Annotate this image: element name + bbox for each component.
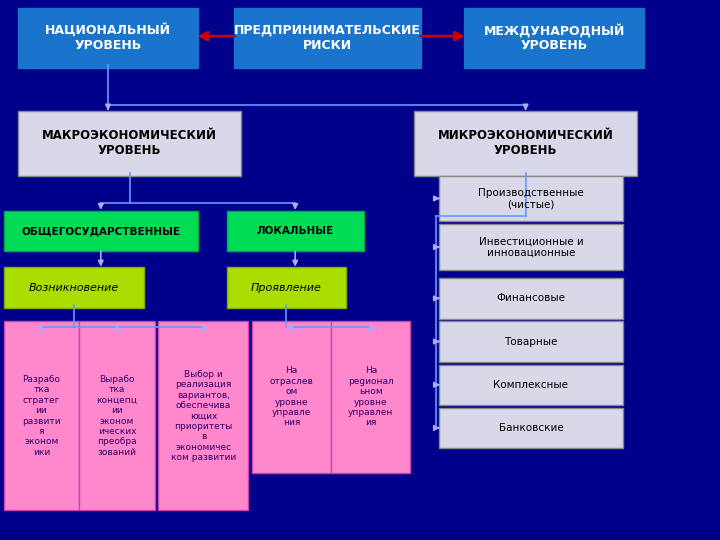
FancyBboxPatch shape bbox=[439, 176, 623, 221]
Text: ПРЕДПРИНИМАТЕЛЬСКИЕ
РИСКИ: ПРЕДПРИНИМАТЕЛЬСКИЕ РИСКИ bbox=[234, 24, 421, 52]
Text: Комплексные: Комплексные bbox=[493, 380, 569, 390]
Text: Возникновение: Возникновение bbox=[29, 282, 119, 293]
Text: На
отраслев
ом
уровне
управле
ния: На отраслев ом уровне управле ния bbox=[270, 367, 313, 427]
Text: Инвестиционные и
инновационные: Инвестиционные и инновационные bbox=[479, 237, 583, 258]
Text: Банковские: Банковские bbox=[499, 423, 563, 433]
Text: Выбор и
реализация
вариантов,
обеспечива
ющих
приоритеты
в
экономичес
ком развит: Выбор и реализация вариантов, обеспечива… bbox=[171, 370, 236, 462]
FancyBboxPatch shape bbox=[79, 321, 155, 510]
Text: Финансовые: Финансовые bbox=[497, 293, 565, 303]
Text: Вырабо
тка
концепц
ии
эконом
ических
преобра
зований: Вырабо тка концепц ии эконом ических пре… bbox=[96, 375, 138, 457]
FancyBboxPatch shape bbox=[158, 321, 248, 510]
Text: МАКРОЭКОНОМИЧЕСКИЙ
УРОВЕНЬ: МАКРОЭКОНОМИЧЕСКИЙ УРОВЕНЬ bbox=[42, 129, 217, 157]
FancyBboxPatch shape bbox=[331, 321, 410, 472]
Text: Производственные
(чистые): Производственные (чистые) bbox=[478, 188, 584, 210]
Text: НАЦИОНАЛЬНЫЙ
УРОВЕНЬ: НАЦИОНАЛЬНЫЙ УРОВЕНЬ bbox=[45, 23, 171, 52]
FancyBboxPatch shape bbox=[439, 408, 623, 448]
FancyBboxPatch shape bbox=[439, 364, 623, 405]
FancyBboxPatch shape bbox=[464, 8, 644, 68]
Text: МЕЖДУНАРОДНЫЙ
УРОВЕНЬ: МЕЖДУНАРОДНЫЙ УРОВЕНЬ bbox=[484, 23, 625, 52]
FancyBboxPatch shape bbox=[227, 211, 364, 251]
Text: МИКРОЭКОНОМИЧЕСКИЙ
УРОВЕНЬ: МИКРОЭКОНОМИЧЕСКИЙ УРОВЕНЬ bbox=[438, 129, 613, 157]
FancyBboxPatch shape bbox=[414, 111, 637, 176]
Text: На
реgионал
ьном
уровне
управлен
ия: На реgионал ьном уровне управлен ия bbox=[348, 367, 394, 427]
FancyBboxPatch shape bbox=[252, 321, 331, 472]
FancyBboxPatch shape bbox=[439, 278, 623, 319]
FancyBboxPatch shape bbox=[4, 267, 144, 308]
FancyBboxPatch shape bbox=[18, 8, 198, 68]
FancyBboxPatch shape bbox=[4, 211, 198, 251]
Text: ОБЩЕГОСУДАРСТВЕННЫЕ: ОБЩЕГОСУДАРСТВЕННЫЕ bbox=[22, 226, 180, 236]
FancyBboxPatch shape bbox=[4, 321, 79, 510]
Text: ЛОКАЛЬНЫЕ: ЛОКАЛЬНЫЕ bbox=[256, 226, 334, 236]
Text: Разрабо
тка
стратег
ии
развити
я
эконом
ики: Разрабо тка стратег ии развити я эконом … bbox=[22, 375, 60, 457]
FancyBboxPatch shape bbox=[439, 224, 623, 270]
FancyBboxPatch shape bbox=[18, 111, 241, 176]
Text: Товарные: Товарные bbox=[504, 336, 558, 347]
Text: Проявление: Проявление bbox=[251, 282, 322, 293]
FancyBboxPatch shape bbox=[439, 321, 623, 362]
FancyBboxPatch shape bbox=[234, 8, 421, 68]
FancyBboxPatch shape bbox=[227, 267, 346, 308]
